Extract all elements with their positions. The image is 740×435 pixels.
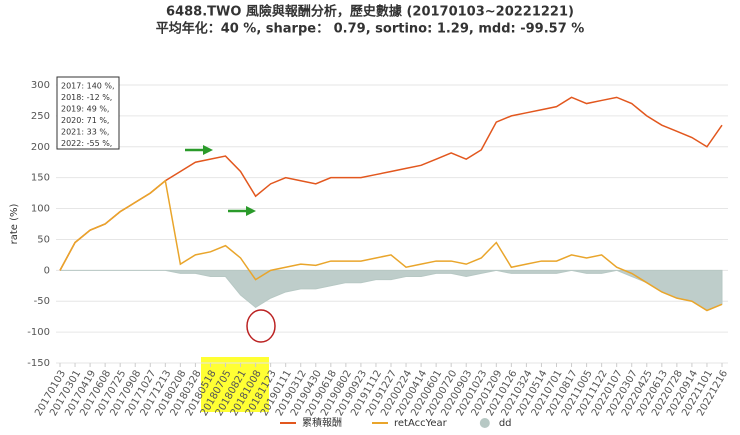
- annotation-box: [56, 76, 120, 150]
- line: [59, 96, 723, 271]
- y-tick-label: -100: [27, 327, 50, 338]
- legend-symbol: [479, 418, 490, 428]
- annotation-text: 2017: 140 %,: [61, 82, 115, 91]
- legend-item[interactable]: 累積報酬: [280, 416, 342, 429]
- annotation-text: 2021: 33 %,: [61, 128, 109, 137]
- legend-label: dd: [499, 418, 512, 429]
- legend-item[interactable]: dd: [479, 418, 512, 429]
- legend-item[interactable]: retAccYear: [372, 418, 448, 429]
- y-tick-label: -50: [34, 296, 50, 307]
- plot: -150-100-5005010015020025030020170103201…: [27, 80, 730, 418]
- annotation-text: 2022: -55 %,: [61, 139, 112, 148]
- y-tick-label: 300: [31, 80, 50, 91]
- annotation-text: 2018: -12 %,: [61, 93, 112, 102]
- line: [59, 179, 723, 312]
- y-tick-label: 50: [37, 234, 50, 245]
- annotation-text: 2020: 71 %,: [61, 116, 109, 125]
- highlight: [201, 357, 269, 412]
- y-tick-label: 200: [31, 142, 50, 153]
- y-tick-label: -150: [27, 358, 50, 369]
- circle-marker: [246, 309, 276, 343]
- y-tick-label: 150: [31, 173, 50, 184]
- annotations: 2017: 140 %, 2018: -12 %, 2019: 49 %, 2020:…: [61, 82, 115, 149]
- legend-label: retAccYear: [394, 418, 448, 429]
- chart-subtitle: 平均年化：40 %, sharpe： 0.79, sortino: 1.29, …: [156, 21, 585, 37]
- arrow: [185, 145, 256, 216]
- y-axis-label: rate (%): [9, 204, 20, 245]
- y-tick-label: 0: [44, 265, 50, 276]
- y-tick-label: 100: [31, 204, 50, 215]
- legend-label: 累積報酬: [302, 416, 342, 429]
- annotation-text: 2019: 49 %,: [61, 105, 109, 114]
- y-tick-label: 250: [31, 111, 50, 122]
- legend: 累積報酬 retAccYear dd: [280, 416, 512, 429]
- area: [60, 269, 723, 312]
- chart-title: 6488.TWO 風險與報酬分析，歷史數據 (20170103~20221221…: [166, 4, 574, 20]
